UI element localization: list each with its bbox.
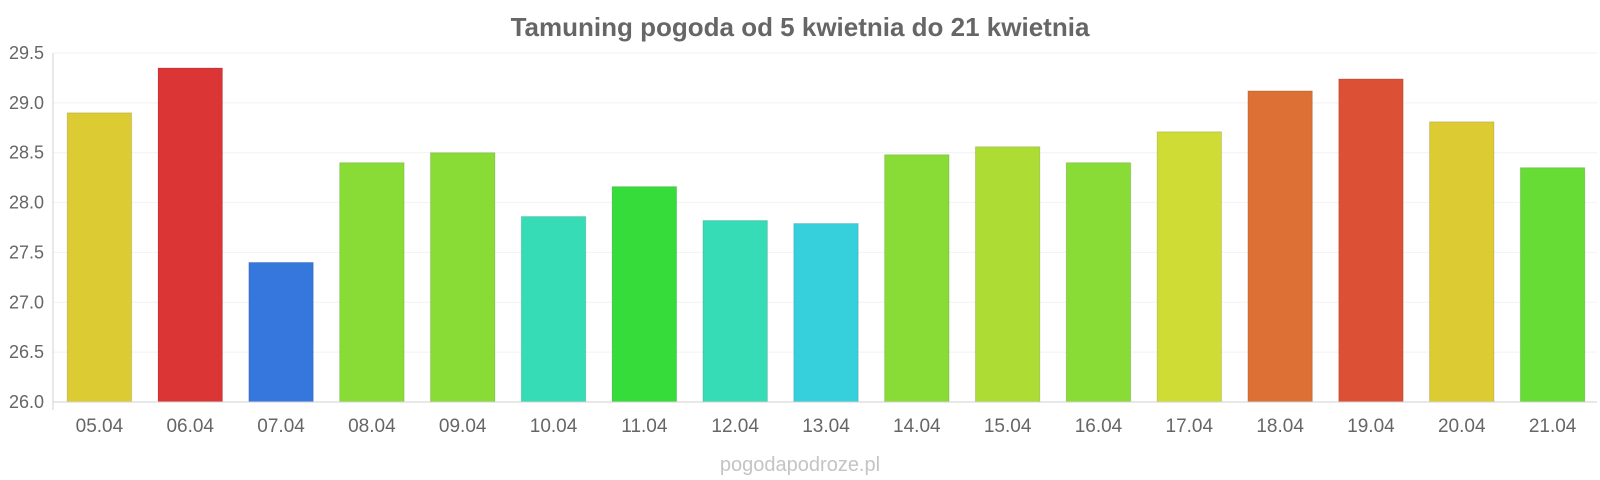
bar-13.04 (793, 223, 859, 403)
y-tick-label: 26.0 (9, 392, 44, 412)
x-tick-label: 10.04 (530, 416, 578, 437)
bar-10.04 (520, 216, 587, 403)
x-tick-label: 20.04 (1438, 416, 1486, 437)
x-tick-label: 11.04 (621, 416, 668, 437)
bar-06.04 (157, 67, 223, 403)
y-axis: 26.0 26.5 27.0 27.5 28.0 28.5 29.0 29.5 (9, 43, 54, 412)
bar-08.04 (339, 162, 405, 403)
x-tick-label: 14.04 (893, 416, 941, 437)
bar-05.04 (66, 112, 133, 403)
x-tick-label: 17.04 (1166, 416, 1214, 437)
bar-19.04 (1338, 78, 1404, 403)
x-tick-label: 15.04 (984, 416, 1032, 437)
y-tick-label: 28.0 (9, 193, 44, 213)
bar-09.04 (429, 152, 496, 403)
x-tick-label: 18.04 (1256, 416, 1304, 437)
y-tick-label: 28.5 (9, 143, 44, 163)
y-tick-label: 27.5 (9, 242, 44, 262)
bar-14.04 (884, 154, 950, 403)
x-tick-label: 12.04 (711, 416, 759, 437)
bar-11.04 (611, 186, 678, 403)
bar-17.04 (1156, 131, 1223, 403)
bar-15.04 (974, 146, 1041, 403)
bar-20.04 (1429, 121, 1495, 403)
y-tick-label: 27.0 (9, 292, 44, 312)
x-tick-label: 08.04 (348, 416, 396, 437)
y-tick-label: 26.5 (9, 342, 44, 362)
y-tick-label: 29.0 (9, 93, 44, 113)
x-tick-label: 06.04 (166, 416, 214, 437)
bar-07.04 (248, 261, 314, 403)
x-tick-label: 13.04 (802, 416, 850, 437)
x-tick-label: 09.04 (439, 416, 487, 437)
x-tick-label: 21.04 (1529, 416, 1577, 437)
x-axis: 05.04 06.04 07.04 08.04 09.04 10.04 11.04 12.04… (53, 401, 1597, 437)
chart-title: Tamuning pogoda od 5 kwietnia do 21 kwie… (511, 12, 1090, 42)
watermark: pogodapodroze.pl (720, 454, 880, 476)
x-tick-label: 19.04 (1347, 416, 1395, 437)
bar-18.04 (1247, 90, 1313, 403)
x-tick-label: 16.04 (1075, 416, 1123, 437)
y-tick-label: 29.5 (9, 43, 44, 63)
bar-16.04 (1065, 162, 1132, 403)
bars-group (66, 67, 1586, 403)
x-tick-label: 05.04 (76, 416, 124, 437)
bar-21.04 (1519, 167, 1586, 403)
x-tick-label: 07.04 (257, 416, 305, 437)
bar-12.04 (702, 220, 768, 403)
